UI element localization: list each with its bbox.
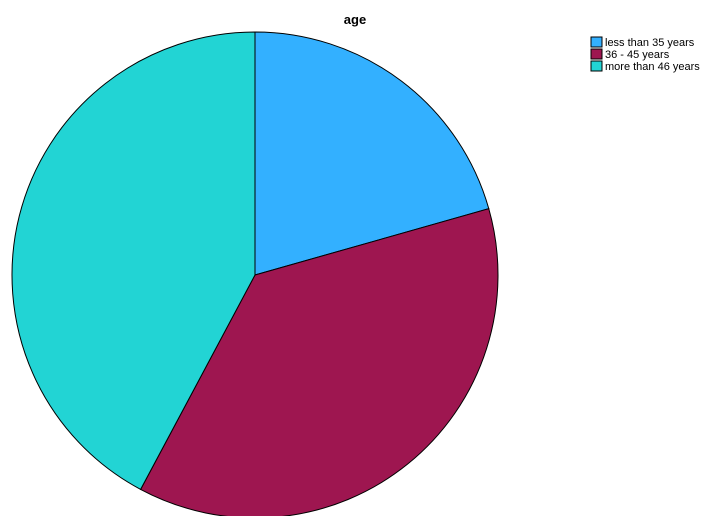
- pie-slice-3: [11, 31, 256, 491]
- pie-slices: [11, 31, 499, 516]
- pie-slice-2: [139, 208, 499, 516]
- legend-label-1: less than 35 years: [605, 37, 695, 49]
- legend-swatch-1: [590, 36, 603, 48]
- legend-label-2: 36 - 45 years: [605, 49, 670, 61]
- chart-title: age: [344, 12, 366, 27]
- legend-swatch-3: [590, 60, 603, 72]
- legend-label-3: more than 46 years: [605, 61, 700, 73]
- pie-slice-1: [254, 31, 490, 276]
- legend-swatch-2: [590, 48, 603, 60]
